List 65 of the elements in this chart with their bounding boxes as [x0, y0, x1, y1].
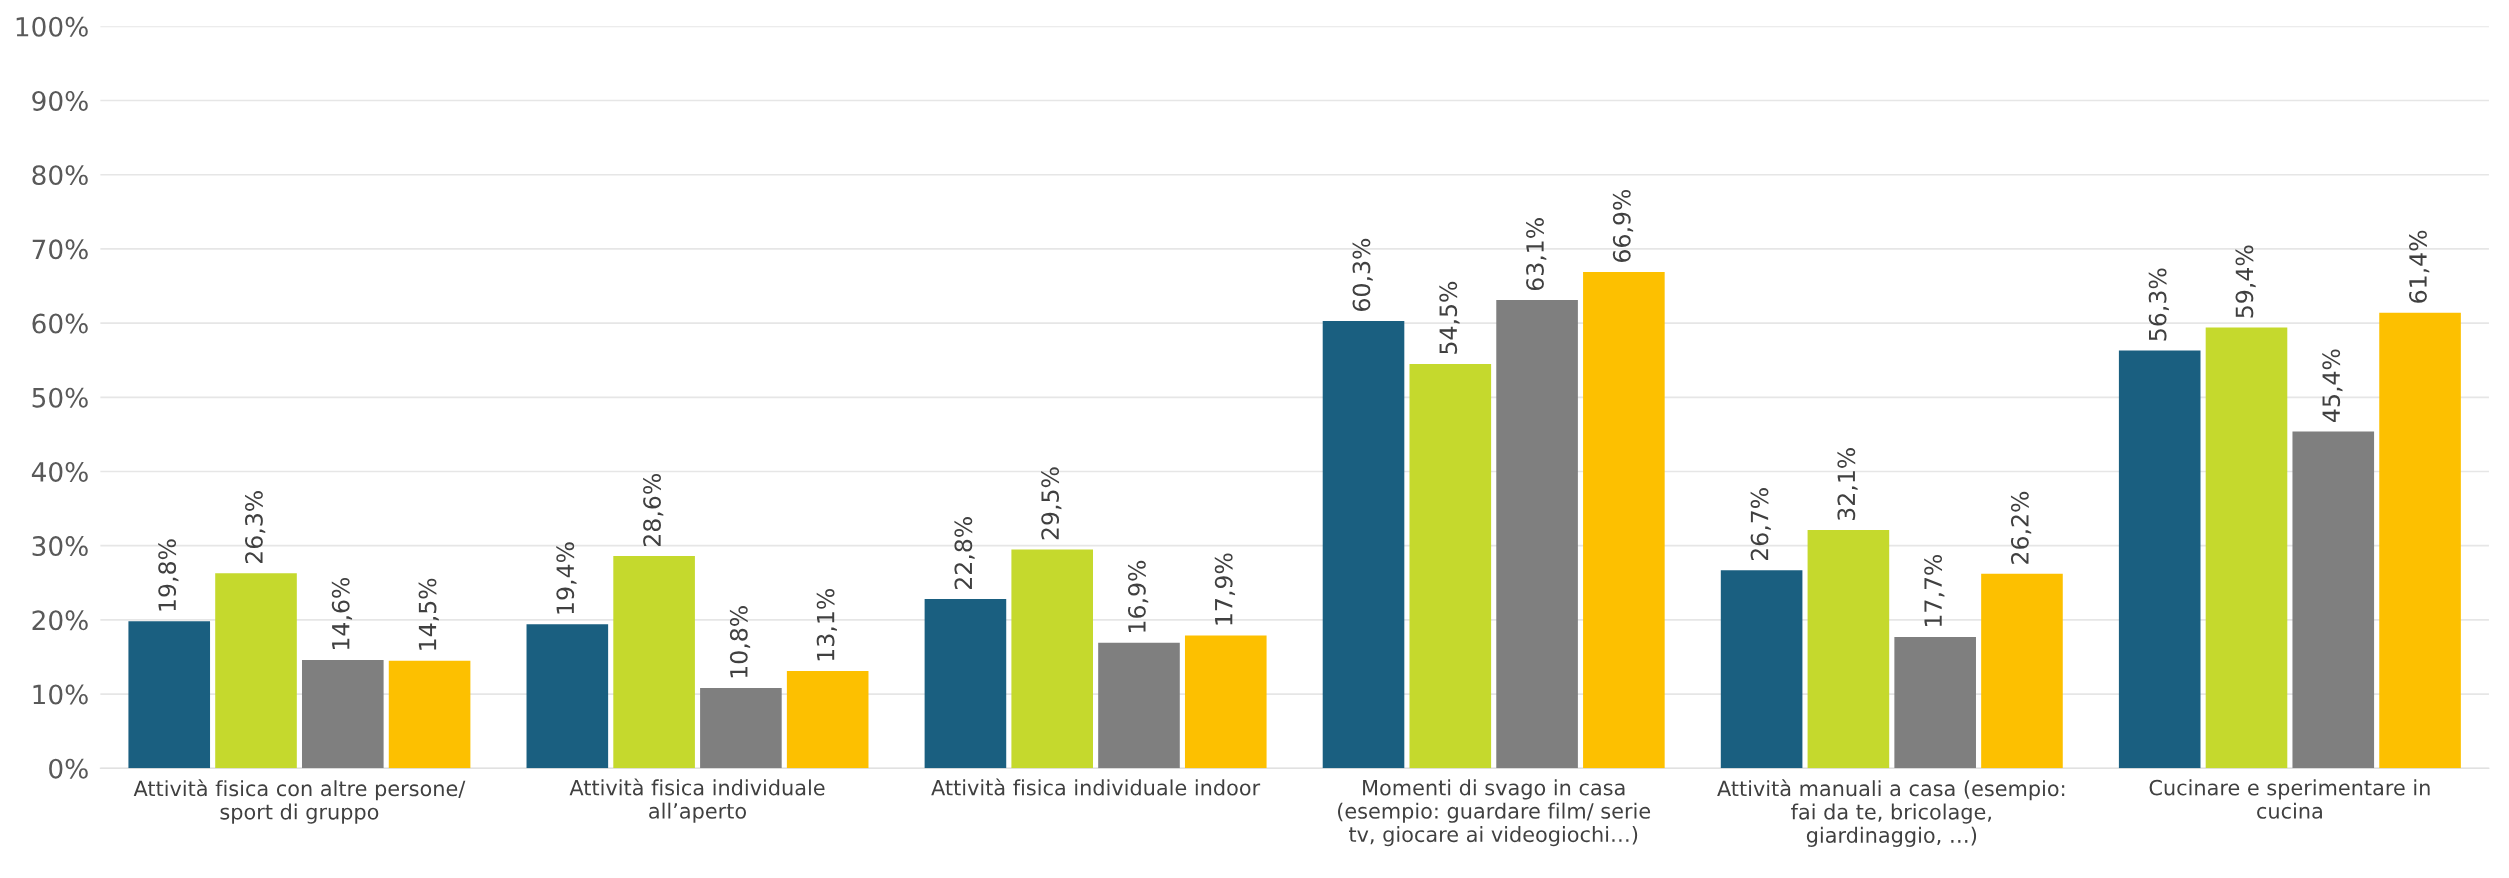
x-tick-label: Attività fisica con altre persone/ sport di gruppo: [133, 779, 466, 824]
data-label: 26,7%: [1750, 488, 1771, 561]
data-label: 60,3%: [1352, 238, 1373, 311]
bar: [1184, 635, 1267, 769]
x-tick-label: Cucinare e sperimentare in cucina: [2149, 779, 2430, 819]
x-tick-label: Attività manuali a casa (esempio: fai da te, bricolage, giardinaggio, …): [1717, 779, 2065, 848]
bar: [128, 621, 211, 769]
bar: [1322, 320, 1405, 769]
x-tick-label: Attività fisica individuale all’aperto: [569, 778, 825, 823]
bar: [1409, 363, 1492, 769]
y-tick-label: 0%: [49, 758, 88, 779]
data-label: 26,3%: [245, 491, 266, 564]
bar: [388, 660, 471, 769]
data-label: 28,6%: [643, 474, 664, 546]
data-label: 17,9%: [1214, 553, 1236, 625]
bar: [1981, 573, 2063, 769]
data-label: 32,1%: [1837, 448, 1858, 520]
x-tick-label: Momenti di svago in casa (esempio: guardare film/ serie tv, giocare ai videogiochi…): [1338, 779, 1651, 847]
bar: [924, 599, 1007, 769]
bar: [700, 688, 782, 769]
bar: [526, 624, 609, 769]
bar: [1496, 300, 1578, 769]
data-label: 19,8%: [158, 539, 179, 611]
data-label: 14,5%: [418, 578, 439, 650]
bar: [1011, 549, 1094, 769]
data-label: 14,6%: [331, 577, 353, 649]
data-label: 29,5%: [1041, 467, 1062, 540]
y-tick-label: 50%: [32, 387, 88, 408]
y-tick-label: 30%: [32, 536, 88, 557]
bar: [2292, 431, 2375, 769]
data-label: 16,9%: [1127, 560, 1149, 632]
bar: [1098, 642, 1180, 769]
y-tick-label: 80%: [32, 165, 88, 186]
data-label: 19,4%: [556, 542, 577, 614]
bar: [1807, 530, 1890, 769]
data-label: 56,3%: [2148, 268, 2169, 341]
data-label: 59,4%: [2235, 245, 2256, 318]
data-label: 63,1%: [1526, 218, 1547, 291]
y-tick-label: 100%: [16, 16, 88, 37]
bar: [786, 671, 869, 769]
bar: [2379, 312, 2461, 769]
data-label: 13,1%: [816, 589, 837, 661]
data-label: 17,7%: [1924, 554, 1945, 627]
data-label: 26,2%: [2010, 491, 2032, 564]
y-tick-label: 70%: [32, 239, 88, 260]
bar: [1720, 570, 1803, 769]
y-tick-label: 90%: [32, 90, 88, 111]
y-tick-label: 40%: [31, 461, 88, 482]
data-label: 22,8%: [954, 517, 975, 590]
bar: [613, 556, 695, 769]
data-label: 66,9%: [1612, 189, 1634, 262]
data-label: 45,4%: [2322, 349, 2343, 422]
data-label: 54,5%: [1439, 281, 1460, 354]
bar: [301, 659, 384, 769]
y-tick-label: 20%: [32, 610, 88, 631]
bar: [1894, 636, 1976, 769]
y-tick-label: 60%: [32, 313, 88, 334]
y-tick-label: 10%: [33, 684, 88, 705]
bar: [215, 573, 297, 769]
data-label: 61,4%: [2409, 230, 2430, 303]
bar: [2205, 327, 2288, 769]
bar: [2118, 350, 2201, 769]
data-label: 10,8%: [729, 606, 751, 678]
bar: [1583, 271, 1665, 769]
x-tick-label: Attività fisica individuale indoor: [931, 778, 1261, 796]
